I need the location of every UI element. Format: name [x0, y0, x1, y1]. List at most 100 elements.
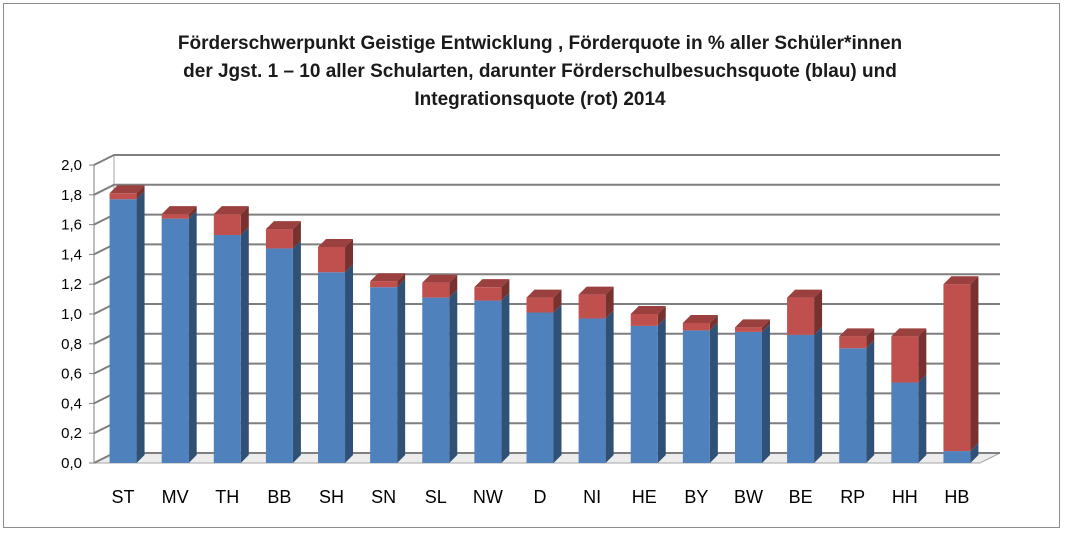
bar-blue: [109, 199, 137, 463]
bar-side-blue: [761, 323, 770, 463]
bar-red: [109, 193, 137, 200]
bar-blue: [265, 248, 293, 463]
chart-title-line-1: Förderschwerpunkt Geistige Entwicklung ,…: [177, 33, 903, 54]
bar-side-red: [970, 276, 979, 452]
y-tick-label: 1,6: [61, 217, 82, 234]
bar-top: [109, 185, 145, 194]
bar-side-blue: [657, 317, 666, 463]
bar-top: [526, 289, 562, 298]
bar-red: [891, 336, 919, 383]
bar-side-blue: [605, 310, 614, 463]
bar-side-blue: [814, 326, 823, 463]
chart-title: Förderschwerpunkt Geistige Entwicklung ,…: [40, 30, 1040, 114]
x-tick-label: TH: [215, 487, 239, 507]
y-tick-label: 0,8: [61, 336, 82, 353]
bar-blue: [422, 297, 450, 463]
x-tick-label: NW: [473, 487, 503, 507]
y-tick-label: 1,2: [61, 276, 82, 293]
bar-top: [265, 221, 301, 230]
y-tick-label: 0,6: [61, 366, 82, 383]
x-tick-label: D: [534, 487, 547, 507]
bar-blue: [630, 325, 658, 463]
y-tick-label: 0,2: [61, 425, 82, 442]
bar-side-red: [501, 279, 510, 301]
bar-side-red: [188, 206, 197, 219]
bar-side-red: [866, 328, 875, 349]
bar-top: [161, 206, 197, 215]
bar-top: [839, 328, 875, 337]
bar-side-blue: [449, 289, 458, 463]
bar-blue: [474, 300, 502, 463]
bar-side-red: [240, 206, 249, 236]
bar-red: [265, 229, 293, 249]
bar-blue: [682, 330, 710, 463]
bar-side-blue: [501, 292, 510, 463]
bar-side-blue: [866, 340, 875, 463]
x-tick-label: ST: [112, 487, 135, 507]
bar-side-red: [292, 221, 301, 249]
bar-side-blue: [970, 443, 979, 463]
bar-red: [734, 327, 762, 332]
y-tick-label: 0,0: [61, 455, 82, 472]
bar-side-blue: [345, 264, 354, 463]
bar-red: [682, 322, 710, 331]
y-tick-label: 1,0: [61, 306, 82, 323]
bar-side-red: [918, 328, 927, 383]
y-tick-label: 1,8: [61, 187, 82, 204]
gridline: [93, 183, 1000, 196]
bar-red: [943, 284, 971, 452]
bar-blue: [839, 348, 867, 463]
bar-red: [526, 297, 554, 313]
bar-side-blue: [709, 322, 718, 463]
bar-top: [318, 238, 354, 247]
bar-top: [474, 279, 510, 288]
y-tick-label: 0,4: [61, 395, 82, 412]
x-tick-label: SH: [319, 487, 344, 507]
x-tick-label: BY: [684, 487, 708, 507]
bar-red: [578, 294, 606, 319]
bar-top: [734, 319, 770, 328]
bar-top: [630, 306, 666, 314]
bar-blue: [943, 451, 971, 463]
bar-side-blue: [240, 227, 249, 463]
bar-side-blue: [918, 374, 927, 463]
bar-blue: [526, 312, 554, 463]
bar-side-red: [709, 314, 718, 331]
chart-title-line-2: der Jgst. 1 – 10 aller Schularten, darun…: [183, 61, 897, 82]
bar-side-blue: [397, 279, 406, 463]
bar-red: [370, 281, 398, 288]
bar-top: [370, 273, 406, 282]
x-tick-label: SL: [425, 487, 447, 507]
bar-top: [943, 276, 979, 285]
x-tick-label: HH: [892, 487, 918, 507]
x-tick-label: SN: [371, 487, 396, 507]
bar-red: [787, 297, 815, 335]
bar-top: [578, 286, 614, 295]
bar-red: [474, 287, 502, 301]
bar-blue: [370, 287, 398, 463]
gridline: [93, 154, 1000, 166]
bar-blue: [787, 334, 815, 463]
bar-red: [422, 282, 450, 298]
bar-blue: [213, 235, 241, 463]
bar-top: [682, 314, 718, 323]
bar-side-blue: [188, 210, 197, 463]
bar-side-red: [345, 238, 354, 273]
bar-red: [839, 336, 867, 349]
bar-side-blue: [136, 191, 145, 463]
bar-red: [161, 214, 189, 219]
bar-top: [891, 328, 927, 337]
bar-side-red: [553, 289, 562, 313]
x-tick-label: HB: [944, 487, 969, 507]
y-tick-label: 2,0: [61, 157, 82, 174]
x-tick-label: MV: [162, 487, 189, 507]
x-tick-label: BB: [267, 487, 291, 507]
bar-side-blue: [292, 240, 301, 463]
bar-side-red: [657, 306, 666, 326]
bar-blue: [578, 318, 606, 463]
bar-red: [630, 314, 658, 326]
bar-side-red: [605, 286, 614, 319]
x-tick-label: BE: [789, 487, 813, 507]
bar-side-red: [136, 185, 145, 200]
